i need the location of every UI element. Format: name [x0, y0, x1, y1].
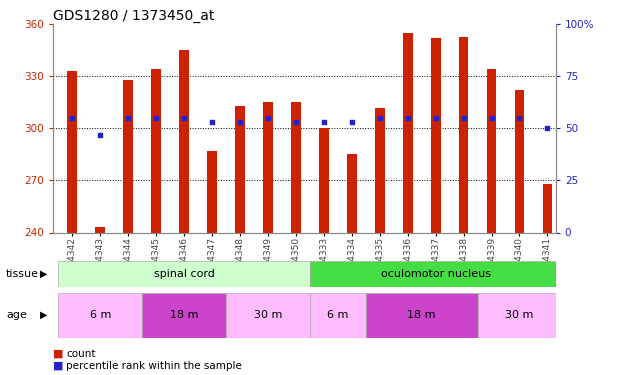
Bar	[124, 80, 133, 232]
Point	[402, 115, 412, 121]
Point	[542, 125, 552, 132]
Text: percentile rank within the sample: percentile rank within the sample	[66, 361, 242, 370]
Bar	[96, 227, 105, 232]
Point	[486, 115, 496, 121]
Bar	[319, 128, 329, 232]
Bar	[58, 261, 310, 287]
Point	[514, 115, 524, 121]
Point	[235, 119, 245, 125]
Bar	[459, 36, 468, 232]
Text: ■: ■	[53, 361, 63, 370]
Bar	[207, 151, 217, 232]
Point	[123, 115, 133, 121]
Text: 6 m: 6 m	[89, 310, 111, 320]
Point	[458, 115, 468, 121]
Text: ■: ■	[53, 349, 63, 358]
Text: 18 m: 18 m	[170, 310, 198, 320]
Point	[430, 115, 440, 121]
Bar	[347, 154, 356, 232]
Bar	[68, 71, 77, 232]
Text: ▶: ▶	[40, 269, 48, 279]
Point	[95, 132, 105, 138]
Point	[207, 119, 217, 125]
Text: 30 m: 30 m	[254, 310, 282, 320]
Bar	[179, 50, 189, 232]
Point	[319, 119, 329, 125]
Text: tissue: tissue	[6, 269, 39, 279]
Bar	[58, 292, 142, 338]
Bar	[291, 102, 301, 232]
Point	[179, 115, 189, 121]
Bar	[543, 184, 552, 232]
Bar	[375, 108, 384, 232]
Bar	[403, 33, 412, 232]
Bar	[235, 106, 245, 232]
Bar	[142, 292, 226, 338]
Bar	[515, 90, 524, 232]
Text: oculomotor nucleus: oculomotor nucleus	[381, 269, 491, 279]
Bar	[478, 292, 561, 338]
Bar	[226, 292, 310, 338]
Point	[347, 119, 356, 125]
Bar	[366, 292, 478, 338]
Text: ▶: ▶	[40, 310, 48, 320]
Bar	[263, 102, 273, 232]
Bar	[487, 69, 496, 232]
Point	[67, 115, 77, 121]
Point	[263, 115, 273, 121]
Bar	[310, 261, 561, 287]
Bar	[431, 38, 440, 232]
Point	[374, 115, 384, 121]
Bar	[152, 69, 161, 232]
Text: spinal cord: spinal cord	[153, 269, 215, 279]
Text: count: count	[66, 349, 96, 358]
Text: GDS1280 / 1373450_at: GDS1280 / 1373450_at	[53, 9, 214, 23]
Text: 6 m: 6 m	[327, 310, 348, 320]
Text: age: age	[6, 310, 27, 320]
Point	[291, 119, 301, 125]
Point	[151, 115, 161, 121]
Text: 18 m: 18 m	[407, 310, 436, 320]
Bar	[310, 292, 366, 338]
Text: 30 m: 30 m	[505, 310, 533, 320]
